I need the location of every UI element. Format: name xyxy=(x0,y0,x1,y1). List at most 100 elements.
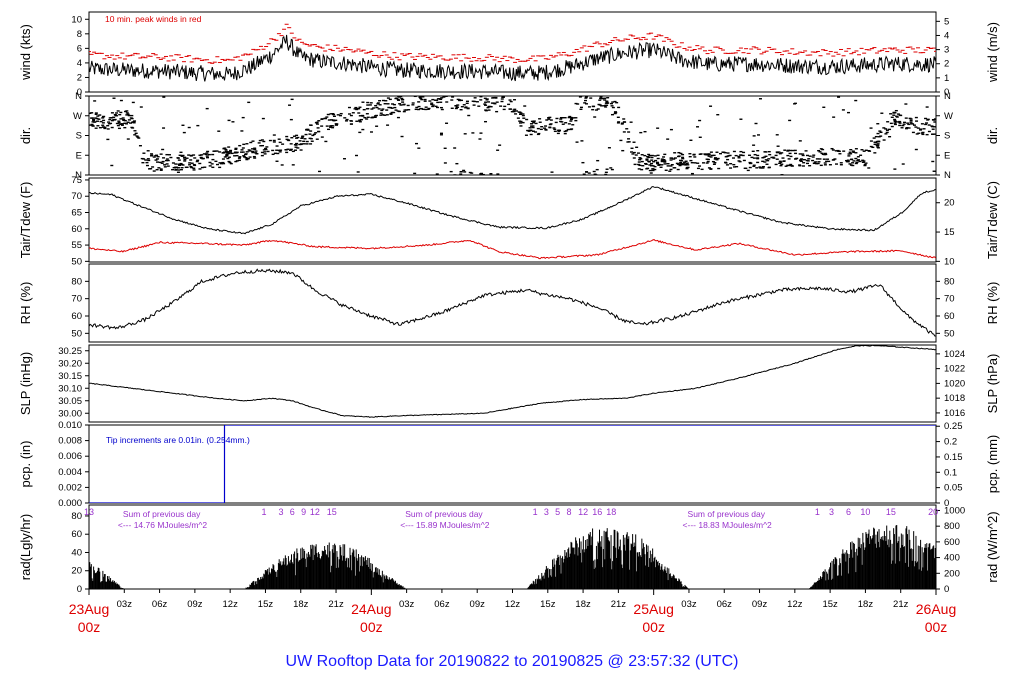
direction-point xyxy=(786,154,790,157)
direction-point xyxy=(822,106,826,108)
data-layer xyxy=(89,23,936,82)
direction-point xyxy=(649,172,653,174)
direction-point xyxy=(126,121,130,123)
direction-point xyxy=(155,154,159,156)
direction-point xyxy=(789,163,793,166)
direction-point xyxy=(187,154,191,156)
direction-point xyxy=(784,165,788,167)
direction-point xyxy=(182,157,186,159)
direction-point xyxy=(705,162,709,164)
direction-point xyxy=(344,120,348,122)
direction-point xyxy=(761,167,765,169)
direction-point xyxy=(914,148,918,151)
direction-point xyxy=(177,169,181,171)
direction-point xyxy=(355,120,359,122)
direction-point xyxy=(660,160,664,163)
direction-point xyxy=(450,107,454,109)
direction-point xyxy=(317,130,321,133)
direction-point xyxy=(387,106,391,109)
direction-point xyxy=(107,121,111,123)
direction-point xyxy=(362,108,366,111)
direction-point xyxy=(905,126,909,129)
direction-point xyxy=(240,130,244,132)
direction-point xyxy=(292,135,296,137)
direction-point xyxy=(489,173,493,175)
direction-point xyxy=(331,119,335,121)
left-tick-label: 0.000 xyxy=(58,498,82,509)
right-tick-label: 1020 xyxy=(944,378,965,389)
direction-point xyxy=(895,116,899,118)
direction-point xyxy=(487,109,491,111)
direction-point xyxy=(165,158,169,160)
direction-point xyxy=(258,139,262,142)
direction-point xyxy=(512,110,516,113)
direction-point xyxy=(620,122,624,124)
direction-point xyxy=(778,162,782,165)
right-tick-label: 1024 xyxy=(944,349,965,360)
direction-point xyxy=(828,164,832,166)
direction-point xyxy=(383,103,387,105)
direction-point xyxy=(445,101,449,103)
direction-point xyxy=(309,130,313,132)
y-axis-label-right: pcp. (mm) xyxy=(985,435,1000,494)
direction-point xyxy=(235,154,239,157)
direction-point xyxy=(767,158,771,160)
direction-point xyxy=(654,159,658,162)
direction-point xyxy=(421,96,425,98)
direction-point xyxy=(136,136,140,138)
direction-point xyxy=(508,99,512,101)
direction-point xyxy=(758,98,762,100)
direction-point xyxy=(627,141,631,143)
direction-point xyxy=(196,124,200,127)
direction-point xyxy=(180,163,184,166)
direction-point xyxy=(108,117,112,119)
direction-point xyxy=(214,160,218,163)
right-tick-label: 600 xyxy=(944,537,960,548)
direction-point xyxy=(513,99,517,101)
panel-frame xyxy=(88,11,937,93)
direction-point xyxy=(386,97,390,99)
direction-point xyxy=(532,120,536,122)
direction-point xyxy=(801,153,805,155)
direction-point xyxy=(117,127,121,130)
direction-point xyxy=(715,151,719,153)
right-tick-label: 60 xyxy=(944,311,955,322)
direction-point xyxy=(706,160,710,163)
direction-point xyxy=(449,170,453,173)
left-tick-label: 40 xyxy=(71,547,82,558)
direction-point xyxy=(839,164,843,166)
direction-point xyxy=(780,163,784,165)
left-tick-label: 8 xyxy=(77,29,82,40)
panel-frame xyxy=(88,263,937,343)
direction-point xyxy=(802,162,806,164)
direction-point xyxy=(852,160,856,162)
direction-point xyxy=(656,127,660,129)
direction-point xyxy=(629,121,633,123)
direction-point xyxy=(536,133,540,136)
direction-point xyxy=(882,127,886,129)
direction-point xyxy=(579,106,583,109)
direction-point xyxy=(396,98,400,101)
direction-point xyxy=(251,150,255,153)
direction-point xyxy=(763,161,767,163)
direction-point xyxy=(288,104,292,106)
direction-point xyxy=(603,97,607,99)
direction-point xyxy=(386,103,390,105)
direction-point xyxy=(903,121,907,124)
direction-point xyxy=(261,117,265,120)
direction-point xyxy=(669,128,673,131)
direction-point xyxy=(431,98,435,101)
direction-point xyxy=(224,148,228,151)
direction-point xyxy=(669,165,673,167)
direction-point xyxy=(707,153,711,156)
hour-tick-label: 12z xyxy=(505,599,521,610)
direction-point xyxy=(380,109,384,112)
direction-point xyxy=(839,162,843,164)
direction-point xyxy=(399,104,403,106)
data-layer xyxy=(89,345,936,418)
direction-point xyxy=(411,102,415,104)
direction-point xyxy=(521,121,525,124)
direction-point xyxy=(275,149,279,151)
direction-point xyxy=(600,105,604,107)
direction-point xyxy=(771,156,775,159)
